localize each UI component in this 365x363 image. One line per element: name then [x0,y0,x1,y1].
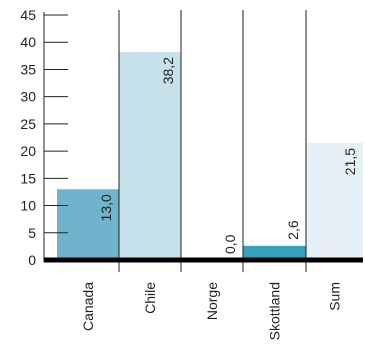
bar-chile [119,52,181,261]
x-axis-labels: Canada Chile Norge Skottland Sum [80,282,343,341]
y-tick-label-30: 30 [20,89,36,105]
data-label-canada: 13,0 [98,194,114,221]
y-tick-label-45: 45 [20,7,36,23]
y-tick-label-10: 10 [20,198,36,214]
y-axis: 0 5 10 15 20 25 30 35 40 45 [20,7,363,268]
y-tick-label-15: 15 [20,170,36,186]
x-category-label-canada: Canada [80,282,96,331]
y-tick-label-20: 20 [20,143,36,159]
bar-skottland [243,245,306,260]
data-label-norge: 0,0 [222,234,238,254]
data-label-sum: 21,5 [342,148,358,175]
y-tick-label-40: 40 [20,34,36,50]
data-labels-layer: 13,0 38,2 0,0 2,6 21,5 [98,57,358,254]
y-tick-label-0: 0 [28,252,36,268]
data-label-chile: 38,2 [160,57,176,84]
bar-sum [306,142,363,260]
x-category-label-sum: Sum [327,282,343,311]
category-separators [118,10,307,272]
bars-layer [57,52,363,261]
data-label-skottland: 2,6 [285,220,301,240]
x-category-label-skottland: Skottland [267,282,283,340]
y-tick-label-5: 5 [28,225,36,241]
y-tick-label-35: 35 [20,61,36,77]
x-category-label-chile: Chile [142,282,158,314]
y-tick-label-25: 25 [20,116,36,132]
bar-canada [57,189,119,260]
x-category-label-norge: Norge [204,282,220,320]
